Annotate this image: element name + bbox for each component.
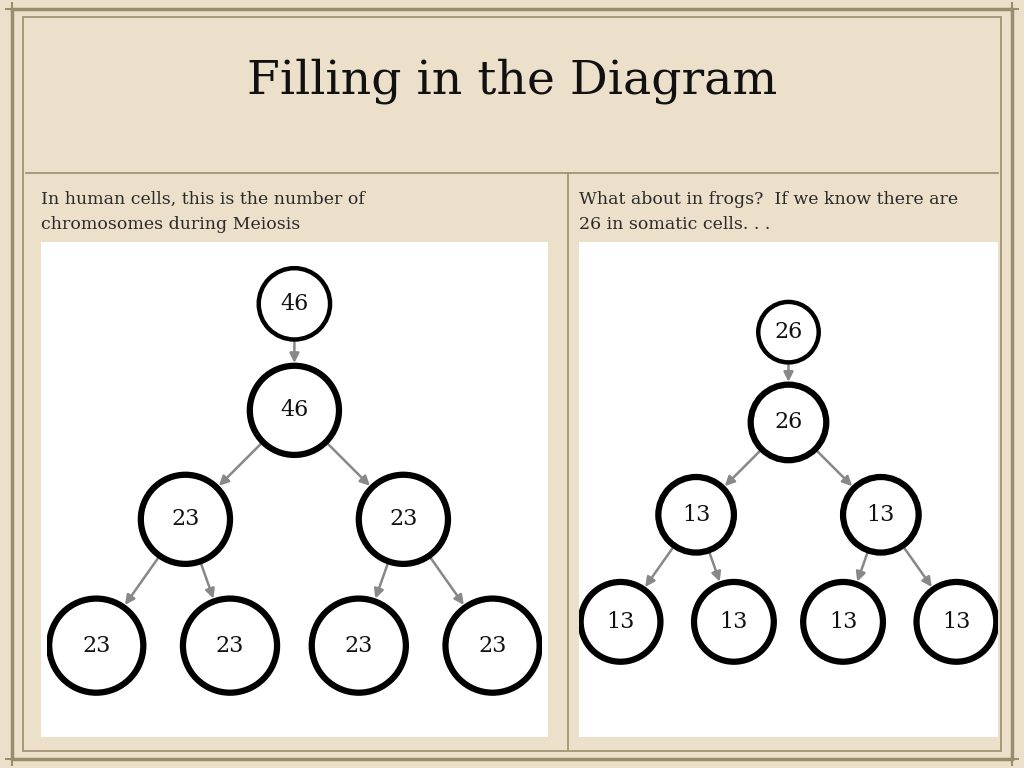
Text: 13: 13 (942, 611, 971, 633)
Circle shape (183, 598, 278, 693)
Circle shape (259, 268, 330, 339)
Circle shape (311, 598, 406, 693)
Circle shape (694, 582, 774, 662)
Circle shape (445, 598, 540, 693)
Circle shape (358, 475, 447, 564)
Text: 46: 46 (281, 293, 308, 315)
Circle shape (916, 582, 996, 662)
Text: 46: 46 (281, 399, 308, 422)
Circle shape (658, 477, 734, 552)
Text: 23: 23 (345, 634, 373, 657)
Text: 23: 23 (171, 508, 200, 531)
Circle shape (581, 582, 660, 662)
Text: 26: 26 (774, 412, 803, 433)
Text: 13: 13 (720, 611, 749, 633)
Text: 13: 13 (828, 611, 857, 633)
Text: 26: 26 (774, 321, 803, 343)
Circle shape (803, 582, 883, 662)
Text: 23: 23 (216, 634, 244, 657)
Circle shape (843, 477, 919, 552)
Bar (41, 242, 548, 737)
Circle shape (49, 598, 143, 693)
Text: 13: 13 (606, 611, 635, 633)
Text: 13: 13 (682, 504, 711, 526)
Text: 23: 23 (478, 634, 507, 657)
Circle shape (751, 385, 826, 460)
Text: 23: 23 (82, 634, 111, 657)
Text: What about in frogs?  If we know there are: What about in frogs? If we know there ar… (579, 191, 957, 208)
Text: chromosomes during Meiosis: chromosomes during Meiosis (41, 216, 300, 233)
Text: 23: 23 (389, 508, 418, 531)
Text: 13: 13 (866, 504, 895, 526)
Circle shape (758, 302, 819, 362)
Bar (579, 242, 998, 737)
Text: In human cells, this is the number of: In human cells, this is the number of (41, 191, 365, 208)
Text: Filling in the Diagram: Filling in the Diagram (247, 58, 777, 104)
Circle shape (250, 366, 339, 455)
Text: 26 in somatic cells. . .: 26 in somatic cells. . . (579, 216, 770, 233)
Circle shape (141, 475, 230, 564)
